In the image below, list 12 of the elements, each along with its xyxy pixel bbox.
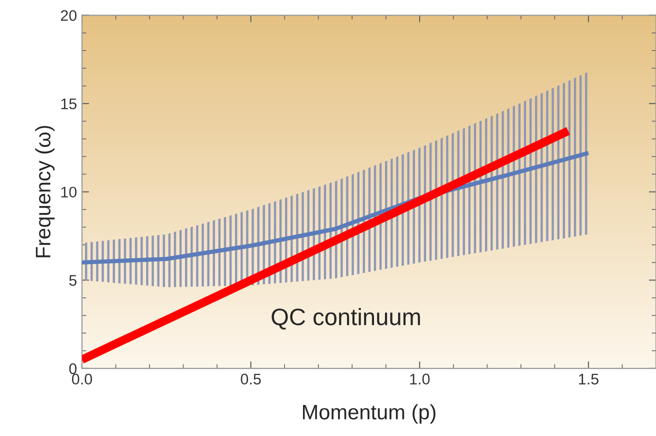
x-tick-label: 1.0	[410, 374, 430, 385]
x-tick-label: 0.5	[240, 374, 261, 385]
y-tick-label: 5	[69, 275, 76, 286]
x-tick-label: 1.5	[579, 374, 598, 385]
annotation: QC continuum	[272, 308, 420, 330]
x-tick-label: 0.0	[72, 374, 92, 385]
y-tick-label: 0	[69, 363, 77, 374]
y-tick-label: 15	[61, 98, 76, 110]
y-tick-label: 20	[60, 10, 77, 21]
y-tick-label: 10	[61, 186, 77, 198]
y-axis-title: Frequency (ω)	[35, 126, 55, 258]
x-axis-title: Momentum (p)	[302, 404, 436, 424]
